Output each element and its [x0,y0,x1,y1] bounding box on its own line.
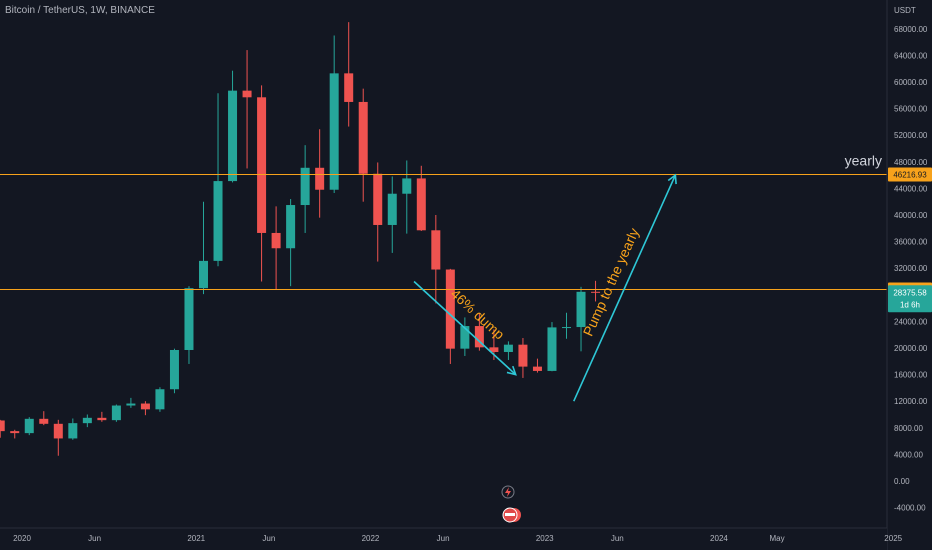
candle-body [503,344,513,352]
candle-body [373,173,383,225]
time-tick-label: 2021 [187,534,205,543]
candle-body [547,327,557,371]
candle-body [140,403,150,410]
time-tick-label: Jun [437,534,450,543]
price-tick-label: 56000.00 [894,105,928,114]
candle-body [315,167,325,190]
annotation-arrow-head [506,365,517,376]
last-price-countdown: 1d 6h [900,300,920,309]
price-tick-label: 48000.00 [894,158,928,167]
candle-series [0,22,601,456]
candle-body [344,73,354,102]
time-tick-label: Jun [88,534,101,543]
level-lines: yearly [0,153,887,290]
time-tick-label: Jun [611,534,624,543]
candle-body [416,178,426,231]
candle-body [199,260,208,289]
candle-body [445,269,455,349]
price-axis-unit: USDT [894,6,916,15]
price-tick-label: 20000.00 [894,344,928,353]
price-axis-background[interactable] [887,0,932,550]
candle-body [271,232,281,249]
symbol-title[interactable]: Bitcoin / TetherUS, 1W, BINANCE [5,5,155,16]
level-price-tag-label: 46216.93 [893,171,927,180]
time-tick-label: Jun [262,534,275,543]
time-tick-label: 2025 [884,534,902,543]
candle-body [257,97,267,233]
candle-body [387,193,397,225]
candle-body [431,230,441,270]
annotation-arrow-line [413,280,517,376]
candle-body [286,205,296,249]
price-tick-label: 32000.00 [894,264,928,273]
price-tick-label: 44000.00 [894,184,928,193]
price-tick-label: 68000.00 [894,25,928,34]
candle-body [358,101,368,174]
candle-body [228,90,238,182]
candle-body [300,167,310,206]
candle-body [242,90,252,98]
price-tick-label: 8000.00 [894,424,923,433]
time-tick-label: May [769,534,784,543]
time-tick-label: 2024 [710,534,728,543]
level-name-label: yearly [845,153,882,169]
candle-body [155,389,165,410]
price-tick-label: 60000.00 [894,78,928,87]
candle-body [576,291,586,328]
price-tick-label: 0.00 [894,477,910,486]
level-price-tag [888,167,932,182]
candle-body [169,349,179,390]
time-axis-ticks: 2020Jun2021Jun2022Jun2023Jun2024May2025J… [13,534,903,543]
candle-body [460,326,470,349]
candle-body [489,347,499,352]
price-tick-label: 40000.00 [894,211,928,220]
candle-body [591,291,601,293]
price-tick-label: 52000.00 [894,131,928,140]
candle-body [532,366,542,371]
time-tick-label: 2023 [536,534,554,543]
candle-body [0,420,5,432]
candle-body [10,431,20,434]
candle-body [53,423,63,439]
candle-body [126,403,136,406]
price-tick-label: 12000.00 [894,397,928,406]
candle-body [68,423,78,439]
candle-body [82,417,92,424]
price-tick-label: 4000.00 [894,450,923,459]
lightning-glyph [505,487,511,497]
candle-body [474,326,484,348]
candle-body [402,178,412,194]
price-tick-label: 24000.00 [894,317,928,326]
events-marker[interactable] [501,485,521,523]
candle-body [213,181,223,261]
candle-body [97,417,107,421]
candle-body [562,327,571,329]
candle-body [518,344,528,367]
last-price-tag [888,285,932,313]
candle-body [184,288,194,350]
dividends-icon-bar [505,513,515,516]
candle-body [111,405,121,421]
price-axis-ticks: 68000.00 64000.00 60000.00 56000.00 52000.00… [894,25,928,513]
annotation-arrow-head [667,173,677,185]
time-tick-label: 2022 [362,534,380,543]
last-price-label: 28375.58 [893,288,927,297]
time-axis-background[interactable] [0,528,887,550]
price-tick-label: -4000.00 [894,504,926,513]
annotation-arrow-line [573,174,677,402]
price-tick-label: 64000.00 [894,51,928,60]
price-tick-label: 36000.00 [894,238,928,247]
candle-body [39,418,49,424]
price-tick-label: 16000.00 [894,371,928,380]
candle-body [329,73,339,190]
time-tick-label: 2020 [13,534,31,543]
candle-body [24,418,34,434]
